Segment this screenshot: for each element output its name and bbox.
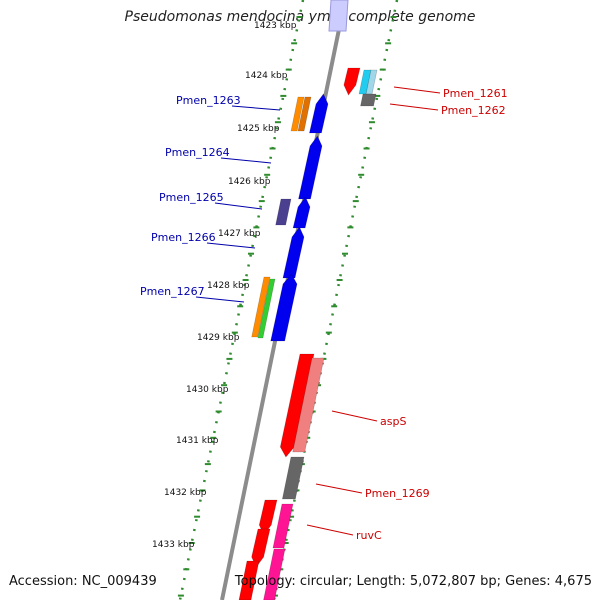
left-dotted-guide xyxy=(178,0,305,600)
gene-pmen-1263 xyxy=(309,93,329,134)
ruler-tick-label: 1427 kbp xyxy=(218,229,261,239)
gene-pmen-1267-orange xyxy=(251,276,271,338)
gene-pmen-1262 xyxy=(360,93,377,107)
gene-pmen-1267-green xyxy=(257,278,276,339)
gene-label-left: Pmen_1263 xyxy=(176,94,241,107)
faded-gene-top xyxy=(328,0,349,32)
ruler-label-partial: 1423 kbp xyxy=(254,21,297,31)
gene-pmen-1266 xyxy=(282,226,305,279)
leader-line-right xyxy=(389,103,439,111)
gene-pmen-1264 xyxy=(298,135,323,200)
summary-text: Topology: circular; Length: 5,072,807 bp… xyxy=(234,574,592,589)
accession-text: Accession: NC_009439 xyxy=(9,574,157,589)
leader-line-left xyxy=(220,157,272,164)
gene-label-left: Pmen_1264 xyxy=(165,146,230,159)
ruler-tick-label: 1424 kbp xyxy=(245,71,288,81)
gene-asps xyxy=(292,357,325,453)
gene-pmen-1263-orange-2 xyxy=(297,96,312,132)
gene-red-3 xyxy=(238,560,260,600)
gene-label-left: Pmen_1265 xyxy=(159,191,224,204)
gene-pmen-1265 xyxy=(292,196,311,229)
gene-label-right: Pmen_1269 xyxy=(365,487,430,500)
gene-label-right: Pmen_1261 xyxy=(443,87,508,100)
leader-line-left xyxy=(214,202,263,210)
leader-line-left xyxy=(231,105,281,111)
gene-pmen-1265-purple xyxy=(275,198,292,226)
leader-line-right xyxy=(306,524,354,536)
ruler-tick-label: 1425 kbp xyxy=(237,124,280,134)
gene-pmen-1261 xyxy=(343,67,361,96)
ruler-tick-label: 1428 kbp xyxy=(207,281,250,291)
ruler-tick-label: 1429 kbp xyxy=(197,333,240,343)
leader-line-left xyxy=(206,242,256,249)
gene-label-right: aspS xyxy=(380,415,406,428)
gene-label-left: Pmen_1266 xyxy=(151,231,216,244)
gene-label-left: Pmen_1267 xyxy=(140,285,205,298)
gene-pmen-1267 xyxy=(270,273,298,342)
gene-red-2 xyxy=(251,528,271,568)
gene-label-right: ruvC xyxy=(356,529,382,542)
gene-pink-2 xyxy=(263,548,286,600)
ruler-tick-label: 1426 kbp xyxy=(228,177,271,187)
leader-line-right xyxy=(331,410,378,422)
ruler-tick-label: 1433 kbp xyxy=(152,540,195,550)
ruler-tick-label: 1430 kbp xyxy=(186,385,229,395)
gene-asps-left xyxy=(280,353,315,458)
leader-line-right xyxy=(315,483,363,494)
gene-label-right: Pmen_1262 xyxy=(441,104,506,117)
gene-ruvc xyxy=(272,503,294,549)
ruler-tick-label: 1432 kbp xyxy=(164,488,207,498)
leader-line-left xyxy=(195,296,245,303)
leader-line-right xyxy=(393,86,441,94)
gene-pmen-1263-orange xyxy=(290,96,305,132)
gene-pmen-1269 xyxy=(282,456,305,500)
right-dotted-guide xyxy=(272,0,399,600)
ruler-tick-label: 1431 kbp xyxy=(176,436,219,446)
